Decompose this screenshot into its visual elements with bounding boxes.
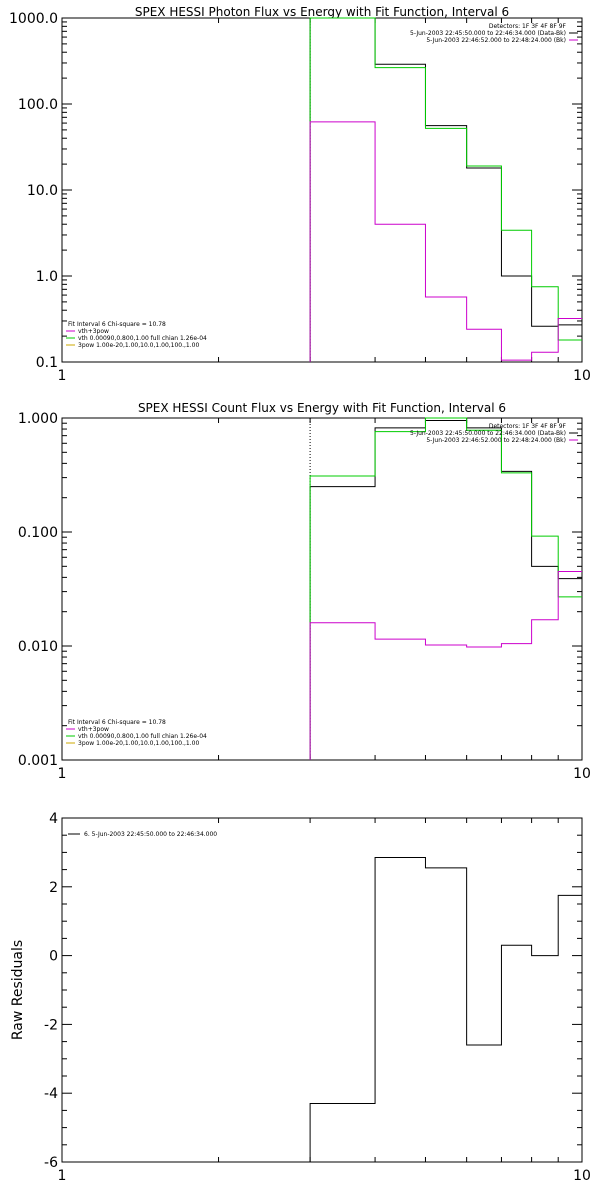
y-tick-label: 100.0 [18, 97, 58, 113]
residuals-series [309, 857, 582, 1162]
legend-entry: 6. 5-Jun-2003 22:45:50.000 to 22:46:34.0… [84, 831, 217, 838]
series-line-vth-3pow [309, 417, 582, 760]
x-tick-label: 1 [58, 766, 67, 782]
residuals-legend: 6. 5-Jun-2003 22:45:50.000 to 22:46:34.0… [68, 831, 217, 838]
legend-entry: vth 0.00090,0.800,1.00 full chian 1.26e-… [78, 733, 207, 740]
legend-entry: 3pow 1.00e-20,1.00,10.0,1.00,100.,1.00 [78, 342, 199, 349]
count-flux-title: SPEX HESSI Count Flux vs Energy with Fit… [138, 401, 506, 415]
series-line-6-5-jun-2003-22-45-50-000-to-22-46-34-000 [309, 857, 582, 1162]
x-tick-label: 1 [58, 1168, 67, 1184]
series-line-vth-3pow [309, 17, 582, 362]
y-tick-label: 0 [49, 949, 58, 965]
y-tick-label: 0.1 [36, 355, 58, 371]
count-flux-plot-frame [61, 417, 583, 761]
photon-flux-title: SPEX HESSI Photon Flux vs Energy with Fi… [135, 5, 509, 19]
y-tick-label: 0.010 [18, 639, 58, 655]
photon-flux-panel: SPEX HESSI Photon Flux vs Energy with Fi… [9, 5, 591, 384]
legend-entry: 5-Jun-2003 22:45:50.000 to 22:46:34.000 … [410, 30, 566, 37]
count-flux-panel: SPEX HESSI Count Flux vs Energy with Fit… [18, 401, 591, 782]
legend-entry: 5-Jun-2003 22:46:52.000 to 22:48:24.000 … [426, 37, 566, 44]
photon-flux-legend: Detectors: 1F 3F 4F 8F 9F5-Jun-2003 22:4… [66, 23, 578, 349]
series-line-data-bk [309, 420, 582, 760]
photon-flux-plot-frame [61, 17, 583, 363]
legend-entry: 5-Jun-2003 22:46:52.000 to 22:48:24.000 … [426, 437, 566, 444]
legend-entry: 5-Jun-2003 22:45:50.000 to 22:46:34.000 … [410, 430, 566, 437]
series-line-bk [309, 571, 582, 760]
y-tick-label: 0.100 [18, 525, 58, 541]
y-tick-label: 2 [49, 880, 58, 896]
residuals-y-axis-label: Raw Residuals [10, 940, 26, 1040]
x-tick-label: 10 [573, 766, 591, 782]
residuals-y-ticks: 1 10 -6 -4 -2 0 2 4 [44, 811, 591, 1184]
y-tick-label: 0.001 [18, 753, 58, 769]
legend-entry: Detectors: 1F 3F 4F 8F 9F [489, 23, 567, 30]
residuals-plot-frame [61, 817, 583, 1163]
y-tick-label: 4 [49, 811, 58, 827]
y-tick-label: 1.000 [18, 411, 58, 427]
x-tick-label: 1 [58, 368, 67, 384]
legend-entry: vth 0.00090,0.800,1.00 full chian 1.26e-… [78, 335, 207, 342]
series-line-bk [309, 121, 582, 362]
residuals-panel: Raw Residuals 1 10 -6 -4 -2 0 2 4 6. 5-Jun-2003… [10, 811, 591, 1184]
y-tick-label: 10.0 [27, 183, 58, 199]
y-tick-label: -6 [44, 1155, 58, 1171]
y-tick-label: 1.0 [36, 269, 58, 285]
photon-flux-series [309, 17, 582, 362]
y-tick-label: -4 [44, 1086, 58, 1102]
x-tick-label: 10 [573, 368, 591, 384]
legend-entry: Detectors: 1F 3F 4F 8F 9F [489, 423, 567, 430]
legend-entry: Fit Interval 6 Chi-square = 10.78 [68, 719, 166, 726]
legend-entry: Fit Interval 6 Chi-square = 10.78 [68, 321, 166, 328]
count-flux-series [309, 417, 582, 760]
legend-entry: 3pow 1.00e-20,1.00,10.0,1.00,100.,1.00 [78, 740, 199, 747]
legend-entry: vth+3pow [78, 328, 109, 335]
legend-entry: vth+3pow [78, 726, 109, 733]
x-tick-label: 10 [573, 1168, 591, 1184]
count-flux-legend: Detectors: 1F 3F 4F 8F 9F5-Jun-2003 22:4… [66, 423, 578, 747]
series-line-data-bk [309, 17, 582, 362]
y-tick-label: -2 [44, 1017, 58, 1033]
y-tick-label: 1000.0 [9, 11, 58, 27]
